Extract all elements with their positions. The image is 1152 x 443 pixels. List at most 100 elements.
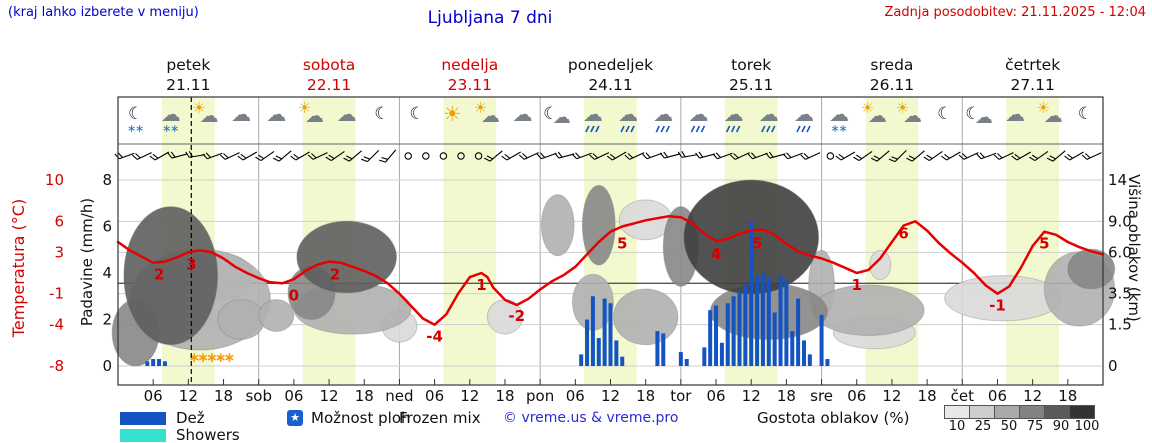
svg-text:☀: ☀ bbox=[896, 99, 909, 117]
copyright-link[interactable]: © vreme.us & vreme.pro bbox=[503, 410, 679, 426]
temperature-value-labels: 2 3 0 2 -4 1 -2 5 4 5 1 6 -1 5 bbox=[154, 224, 1050, 345]
day-headers: petek 21.11 sobota 22.11 nedelja 23.11 ponedel… bbox=[166, 56, 1060, 94]
svg-text:torek: torek bbox=[731, 56, 771, 74]
moon-icon: ☾ bbox=[409, 104, 424, 124]
frozen-mix-markers: ∗∗∗∗∗ bbox=[188, 350, 235, 366]
moon-icon: ☾ bbox=[937, 104, 952, 124]
density-tick-50: 50 bbox=[1000, 419, 1018, 434]
svg-text:☀: ☀ bbox=[474, 99, 487, 117]
svg-text:∗: ∗ bbox=[127, 122, 136, 135]
svg-text:06: 06 bbox=[425, 387, 444, 405]
svg-text:06: 06 bbox=[988, 387, 1007, 405]
rain-legend-swatch bbox=[120, 412, 166, 425]
svg-text:12: 12 bbox=[320, 387, 339, 405]
last-update-timestamp: Zadnja posodobitev: 21.11.2025 - 12:04 bbox=[884, 5, 1146, 20]
svg-text:∗: ∗ bbox=[135, 122, 144, 135]
moon-icon: ☾ bbox=[1078, 104, 1093, 124]
svg-text:2: 2 bbox=[102, 311, 112, 329]
frozen-mix-label: Frozen mix bbox=[399, 409, 481, 427]
svg-text:3: 3 bbox=[54, 243, 64, 261]
sun-cloud-icon: ☀☁ bbox=[474, 99, 500, 127]
svg-text:☁: ☁ bbox=[513, 102, 533, 126]
cloud-density-legend-label: Gostota oblakov (%) bbox=[757, 409, 910, 427]
cloud-rain-icon: ☁ bbox=[653, 102, 673, 133]
svg-text:∗: ∗ bbox=[197, 350, 209, 366]
svg-text:petek: petek bbox=[166, 56, 210, 74]
density-scale: 10 25 50 75 90 100 bbox=[944, 405, 1106, 434]
svg-text:pon: pon bbox=[526, 387, 554, 405]
svg-text:☀: ☀ bbox=[298, 99, 311, 117]
svg-text:6.0: 6.0 bbox=[1108, 243, 1132, 261]
sun-cloud-icon: ☀☁ bbox=[896, 99, 922, 127]
sun-cloud-icon: ☀☁ bbox=[298, 99, 324, 127]
cloud-rain-icon: ☁ bbox=[583, 102, 603, 133]
svg-text:☁: ☁ bbox=[759, 102, 779, 126]
cloud-rain-icon: ☁ bbox=[759, 102, 779, 133]
sun-icon: ☀ bbox=[443, 102, 462, 126]
moon-cloud-icon: ☾☁ bbox=[965, 104, 993, 128]
cloud-rain-icon: ☁ bbox=[794, 102, 814, 133]
location-menu-hint: (kraj lahko izberete v meniju) bbox=[8, 5, 199, 20]
svg-text:∗: ∗ bbox=[206, 350, 218, 366]
cloud-rain-icon: ☁ bbox=[724, 102, 744, 133]
density-box-10 bbox=[944, 405, 970, 419]
svg-text:∗: ∗ bbox=[839, 122, 848, 135]
svg-text:☁: ☁ bbox=[794, 102, 814, 126]
svg-text:∗: ∗ bbox=[188, 350, 200, 366]
density-tick-25: 25 bbox=[974, 419, 992, 434]
svg-text:6: 6 bbox=[898, 224, 908, 242]
svg-text:☁: ☁ bbox=[266, 102, 286, 126]
svg-text:2: 2 bbox=[330, 266, 340, 284]
svg-text:čet: čet bbox=[951, 387, 974, 405]
svg-text:☁: ☁ bbox=[1005, 102, 1025, 126]
density-tick-75: 75 bbox=[1026, 419, 1044, 434]
svg-text:☾: ☾ bbox=[409, 104, 424, 124]
svg-text:0: 0 bbox=[102, 357, 112, 375]
density-tick-90: 90 bbox=[1052, 419, 1070, 434]
svg-text:14: 14 bbox=[1108, 171, 1127, 189]
sun-cloud-icon: ☀☁ bbox=[192, 99, 218, 127]
svg-text:12: 12 bbox=[179, 387, 198, 405]
svg-text:☁: ☁ bbox=[688, 102, 708, 126]
cloud-icon: ☁ bbox=[1005, 102, 1025, 126]
svg-text:☁: ☁ bbox=[199, 105, 218, 127]
cloud-icon: ☁ bbox=[231, 102, 251, 126]
wind-barbs-row bbox=[114, 149, 1102, 163]
svg-text:5: 5 bbox=[617, 235, 627, 253]
svg-text:☾: ☾ bbox=[965, 104, 980, 124]
svg-text:☁: ☁ bbox=[305, 105, 324, 127]
svg-text:-8: -8 bbox=[49, 357, 64, 375]
cloud-rain-icon: ☁ bbox=[618, 102, 638, 133]
sun-cloud-icon: ☀☁ bbox=[1037, 99, 1063, 127]
density-box-75 bbox=[1019, 405, 1045, 419]
svg-text:☁: ☁ bbox=[829, 102, 849, 126]
cloud-rain-icon: ☁ bbox=[688, 102, 708, 133]
density-box-90 bbox=[1044, 405, 1070, 419]
cloud-icon: ☁ bbox=[337, 102, 357, 126]
density-box-100 bbox=[1069, 405, 1095, 419]
svg-text:0: 0 bbox=[289, 286, 299, 304]
svg-text:5: 5 bbox=[1039, 235, 1049, 253]
svg-text:☁: ☁ bbox=[868, 105, 887, 127]
svg-text:18: 18 bbox=[495, 387, 514, 405]
svg-text:1: 1 bbox=[476, 276, 486, 294]
showers-legend-label: Showers bbox=[176, 426, 240, 443]
svg-text:-1: -1 bbox=[49, 285, 64, 303]
page-title: Ljubljana 7 dni bbox=[427, 8, 553, 28]
svg-text:22.11: 22.11 bbox=[307, 76, 351, 94]
density-box-25 bbox=[969, 405, 995, 419]
svg-text:☁: ☁ bbox=[583, 102, 603, 126]
svg-text:06: 06 bbox=[706, 387, 725, 405]
svg-text:tor: tor bbox=[670, 387, 692, 405]
svg-text:18: 18 bbox=[777, 387, 796, 405]
density-tick-10: 10 bbox=[948, 419, 966, 434]
svg-text:sreda: sreda bbox=[870, 56, 913, 74]
svg-text:18: 18 bbox=[918, 387, 937, 405]
svg-text:2: 2 bbox=[154, 266, 164, 284]
moon-cloud-icon: ☾☁ bbox=[543, 104, 571, 128]
svg-text:☾: ☾ bbox=[937, 104, 952, 124]
svg-text:6: 6 bbox=[54, 212, 64, 230]
showers-legend-swatch bbox=[120, 429, 166, 442]
